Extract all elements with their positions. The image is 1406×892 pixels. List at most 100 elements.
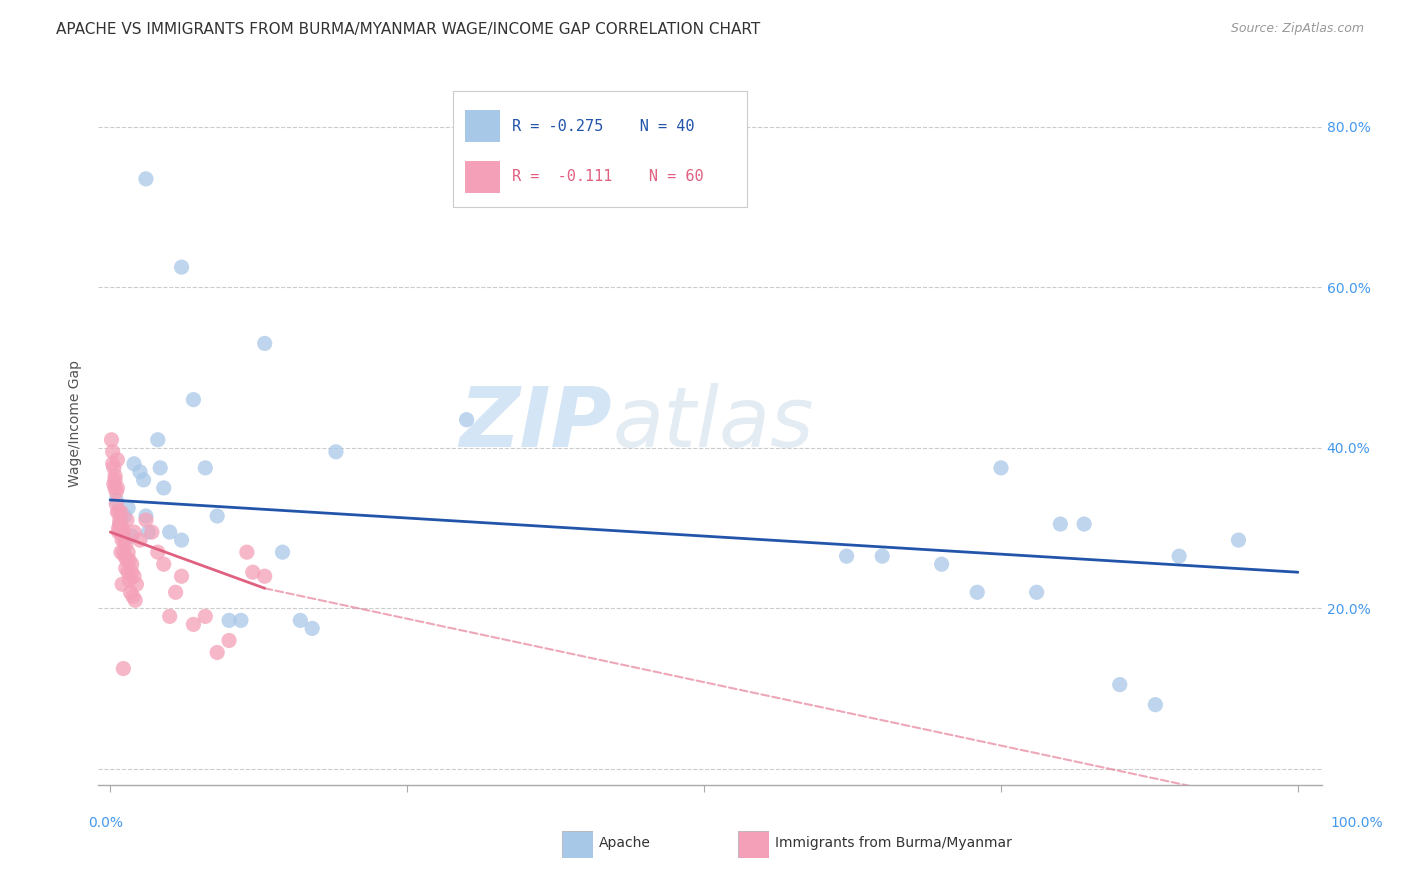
Point — [117, 566, 139, 580]
Point — [194, 460, 217, 475]
Point — [236, 545, 259, 559]
Point — [146, 545, 169, 559]
Point — [253, 569, 276, 583]
Point — [152, 557, 174, 571]
Point — [103, 476, 125, 491]
Point — [301, 621, 323, 635]
Point — [101, 457, 124, 471]
Point — [121, 529, 143, 543]
Point — [114, 508, 136, 523]
Point — [135, 513, 157, 527]
Point — [111, 577, 134, 591]
Point — [111, 533, 134, 547]
Point — [115, 553, 138, 567]
Point — [114, 549, 136, 564]
Point — [132, 473, 155, 487]
Point — [117, 500, 139, 515]
Point — [100, 433, 122, 447]
Point — [107, 524, 129, 539]
Point — [290, 614, 312, 628]
Point — [136, 524, 159, 539]
Point — [870, 549, 893, 564]
Point — [104, 473, 127, 487]
Point — [104, 469, 127, 483]
Point — [129, 533, 152, 547]
Point — [159, 609, 181, 624]
Point — [1168, 549, 1191, 564]
Point — [107, 505, 129, 519]
Point — [112, 524, 135, 539]
Point — [120, 585, 142, 599]
Point — [108, 516, 131, 531]
Point — [456, 412, 478, 426]
Point — [170, 533, 193, 547]
Point — [107, 452, 129, 467]
Point — [105, 492, 128, 507]
Text: atlas: atlas — [612, 384, 814, 464]
Point — [931, 557, 953, 571]
Point — [105, 497, 128, 511]
Point — [218, 633, 240, 648]
Point — [1144, 698, 1167, 712]
Text: 100.0%: 100.0% — [1330, 816, 1384, 830]
Point — [242, 566, 264, 580]
Point — [104, 481, 127, 495]
Point — [107, 521, 129, 535]
Point — [125, 577, 148, 591]
Point — [325, 444, 347, 458]
Point — [229, 614, 252, 628]
Point — [218, 614, 240, 628]
Point — [149, 460, 172, 475]
Point — [108, 513, 131, 527]
Point — [121, 589, 143, 603]
Point — [118, 573, 141, 587]
Point — [103, 460, 125, 475]
Point — [1049, 516, 1071, 531]
Point — [170, 569, 193, 583]
Point — [966, 585, 988, 599]
Point — [118, 553, 141, 567]
Point — [114, 537, 136, 551]
Point — [121, 566, 143, 580]
Point — [271, 545, 294, 559]
Point — [165, 585, 187, 599]
Point — [115, 513, 138, 527]
Point — [108, 516, 131, 531]
Point — [122, 524, 145, 539]
Point — [1227, 533, 1250, 547]
Point — [112, 545, 135, 559]
Point — [107, 481, 129, 495]
Text: 0.0%: 0.0% — [89, 816, 122, 830]
Point — [135, 508, 157, 523]
Point — [152, 481, 174, 495]
Text: ZIP: ZIP — [460, 384, 612, 464]
Point — [1073, 516, 1095, 531]
Point — [146, 433, 169, 447]
Point — [205, 508, 228, 523]
Point — [121, 557, 143, 571]
Point — [112, 662, 135, 676]
Point — [990, 460, 1012, 475]
Point — [122, 457, 145, 471]
Point — [1108, 678, 1130, 692]
Text: Apache: Apache — [599, 836, 651, 850]
Point — [183, 617, 205, 632]
Point — [205, 646, 228, 660]
Point — [105, 484, 128, 499]
Point — [107, 505, 129, 519]
Point — [114, 533, 136, 547]
Point — [114, 561, 136, 575]
Point — [183, 392, 205, 407]
Point — [135, 171, 157, 186]
Point — [253, 336, 276, 351]
Text: Source: ZipAtlas.com: Source: ZipAtlas.com — [1230, 22, 1364, 36]
Point — [111, 521, 134, 535]
Point — [159, 524, 181, 539]
Point — [141, 524, 163, 539]
Text: Immigrants from Burma/Myanmar: Immigrants from Burma/Myanmar — [775, 836, 1011, 850]
Point — [124, 593, 146, 607]
Y-axis label: Wage/Income Gap: Wage/Income Gap — [69, 360, 83, 487]
Point — [170, 260, 193, 274]
Point — [1025, 585, 1047, 599]
Point — [129, 465, 152, 479]
